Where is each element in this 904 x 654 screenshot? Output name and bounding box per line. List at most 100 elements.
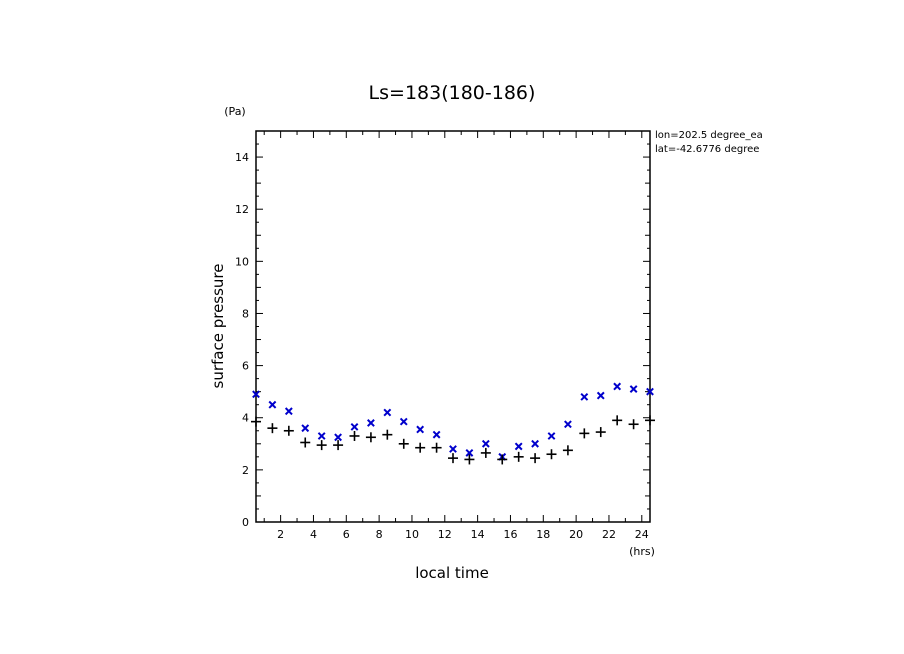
x-marker-point <box>399 417 408 426</box>
x-tick-label: 20 <box>569 528 583 541</box>
x-marker-stroke <box>613 382 622 391</box>
x-marker-stroke <box>531 439 539 448</box>
y-axis-label: surface pressure <box>209 264 227 389</box>
plus-marker-point <box>595 427 606 438</box>
x-marker-stroke <box>547 432 556 440</box>
annotation-lat: lat=-42.6776 degree <box>655 144 759 155</box>
x-axis-label: local time <box>415 564 489 582</box>
chart-title: Ls=183(180-186) <box>369 82 536 104</box>
y-tick-label: 4 <box>242 412 249 425</box>
x-tick-label: 24 <box>635 528 649 541</box>
plus-marker-point <box>365 432 376 443</box>
plus-marker-point <box>497 454 508 465</box>
x-marker-point <box>465 449 474 457</box>
plus-marker-point <box>645 415 655 426</box>
plus-marker-point <box>415 442 426 453</box>
x-marker-point <box>481 439 490 448</box>
x-marker-point <box>416 425 425 434</box>
x-marker-stroke <box>514 442 523 451</box>
x-marker-stroke <box>317 432 326 440</box>
x-tick-label: 10 <box>405 528 419 541</box>
x-marker-stroke <box>432 430 441 439</box>
x-tick-label: 2 <box>277 528 284 541</box>
plus-marker-point <box>382 429 393 440</box>
x-marker-stroke <box>350 422 359 431</box>
x-marker-point <box>514 442 523 451</box>
plus-marker-point <box>530 453 541 464</box>
x-marker-point <box>580 392 589 401</box>
x-marker-stroke <box>564 420 572 429</box>
x-marker-stroke <box>383 408 392 417</box>
plus-marker-point <box>349 430 360 441</box>
x-marker-stroke <box>284 407 293 416</box>
plus-marker-point <box>316 440 327 451</box>
plus-marker-point <box>562 445 573 456</box>
x-marker-point <box>449 445 457 453</box>
x-marker-stroke <box>580 392 589 401</box>
x-tick-label: 16 <box>503 528 517 541</box>
plus-marker-point <box>333 440 344 451</box>
plus-marker-point <box>431 442 442 453</box>
x-marker-stroke <box>465 449 474 457</box>
x-marker-point <box>596 391 605 400</box>
x-marker-point <box>317 432 326 440</box>
y-tick-label: 8 <box>242 307 249 320</box>
plus-marker-point <box>283 425 294 436</box>
plus-marker-point <box>480 447 491 458</box>
plot-frame <box>255 130 651 523</box>
x-marker-point <box>367 419 375 427</box>
x-marker-point <box>334 433 342 442</box>
x-marker-stroke <box>596 391 605 400</box>
x-marker-stroke <box>334 433 342 442</box>
x-marker-point <box>268 400 277 409</box>
x-tick-label: 6 <box>343 528 350 541</box>
plus-marker-point <box>267 423 278 434</box>
x-marker-point <box>564 420 572 429</box>
plus-marker-point <box>300 437 311 448</box>
plus-marker-point <box>579 428 590 439</box>
x-marker-point <box>629 385 638 393</box>
x-marker-point <box>646 387 654 396</box>
x-marker-point <box>252 390 260 399</box>
plus-marker-point <box>464 454 475 465</box>
plus-marker-point <box>251 416 261 427</box>
plus-marker-point <box>546 449 557 460</box>
plus-marker-point <box>628 419 639 430</box>
x-marker-stroke <box>449 445 457 453</box>
x-marker-point <box>383 408 392 417</box>
x-marker-stroke <box>268 400 277 409</box>
y-tick-label: 6 <box>242 360 249 373</box>
x-marker-point <box>432 430 441 439</box>
y-tick-label: 0 <box>242 516 249 529</box>
x-marker-point <box>284 407 293 416</box>
x-marker-stroke <box>481 439 490 448</box>
y-tick-label: 10 <box>235 255 249 268</box>
x-marker-point <box>613 382 622 391</box>
x-marker-stroke <box>416 425 425 434</box>
x-tick-label: 8 <box>376 528 383 541</box>
x-unit-label: (hrs) <box>629 545 655 558</box>
x-marker-stroke <box>646 387 654 396</box>
x-marker-stroke <box>252 390 260 399</box>
annotation-lon: lon=202.5 degree_ea <box>655 130 763 141</box>
plus-marker-point <box>398 438 409 449</box>
x-marker-stroke <box>301 424 310 433</box>
x-marker-point <box>350 422 359 431</box>
plus-marker-point <box>513 451 524 462</box>
y-tick-label: 12 <box>235 203 249 216</box>
x-marker-stroke <box>399 417 408 426</box>
x-tick-label: 14 <box>471 528 485 541</box>
x-marker-point <box>301 424 310 433</box>
y-tick-label: 14 <box>235 151 249 164</box>
x-tick-label: 18 <box>536 528 550 541</box>
x-marker-point <box>547 432 556 440</box>
x-marker-point <box>531 439 539 448</box>
y-unit-label: (Pa) <box>224 105 245 118</box>
x-marker-stroke <box>367 419 375 427</box>
plus-marker-point <box>448 453 458 464</box>
data-markers <box>251 382 655 465</box>
y-tick-label: 2 <box>242 464 249 477</box>
x-tick-label: 4 <box>310 528 317 541</box>
